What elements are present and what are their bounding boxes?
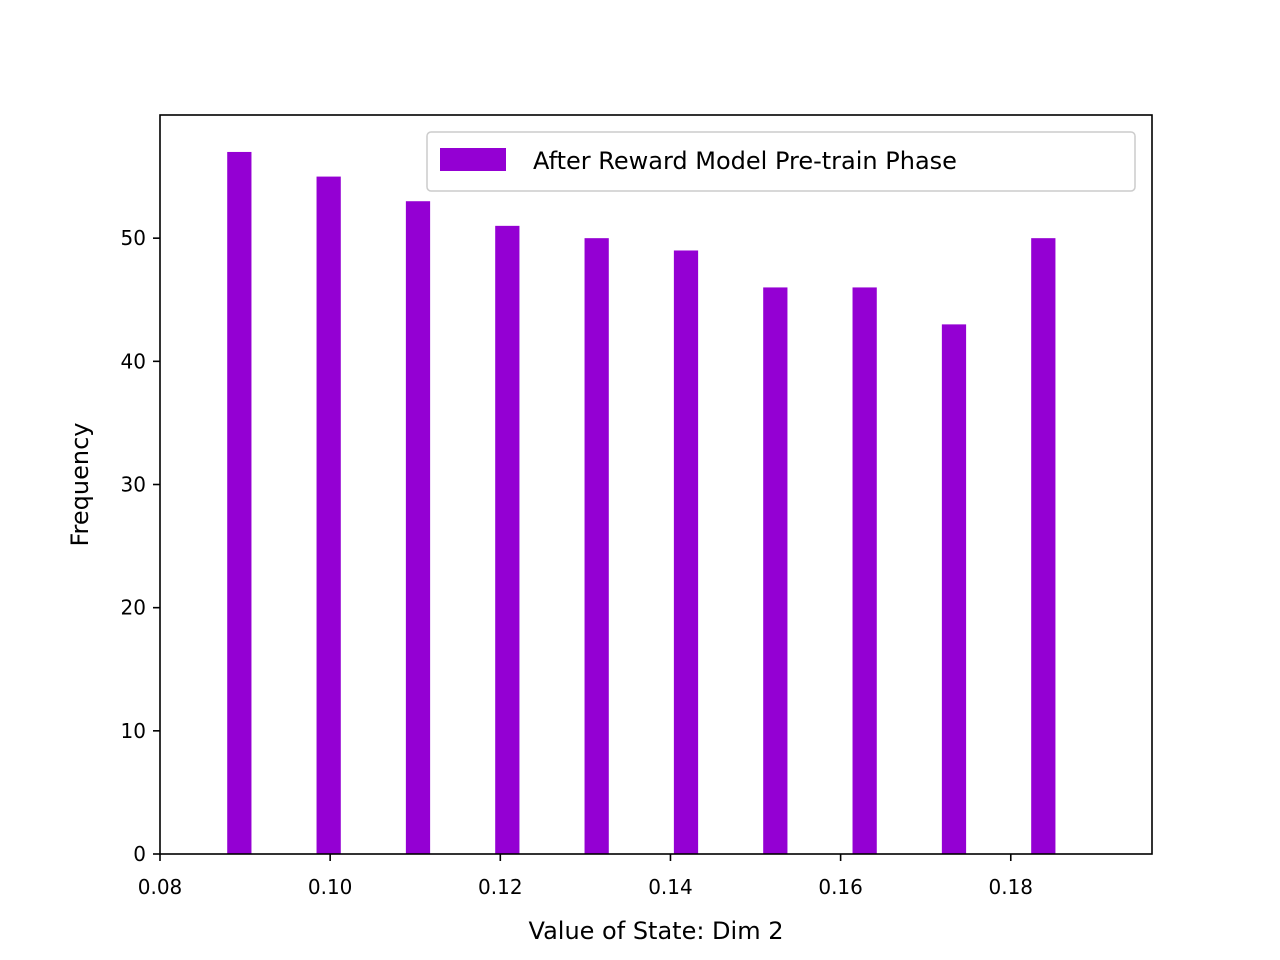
bar [852,287,877,854]
x-tick-label: 0.12 [478,875,523,899]
y-axis-ticks: 0 10 20 30 40 50 [121,226,160,866]
x-tick-label: 0.08 [138,875,183,899]
x-tick-label: 0.18 [989,875,1034,899]
bar [1031,238,1056,855]
y-tick-label: 20 [121,596,146,620]
y-tick-label: 50 [121,226,146,250]
x-axis-title: Value of State: Dim 2 [529,917,784,945]
y-tick-label: 40 [121,349,146,373]
bar [227,151,252,854]
legend-swatch [440,148,506,171]
x-tick-label: 0.14 [648,875,693,899]
x-axis-ticks: 0.08 0.10 0.12 0.14 0.16 0.18 [138,854,1033,899]
bars-group [227,151,1056,855]
legend: After Reward Model Pre-train Phase [426,131,1136,192]
legend-label: After Reward Model Pre-train Phase [533,147,957,175]
bar [763,287,788,854]
y-tick-label: 10 [121,719,146,743]
y-tick-label: 0 [133,842,146,866]
bar [495,225,520,855]
x-tick-label: 0.16 [818,875,863,899]
bar [405,201,431,855]
bar [941,324,967,854]
x-tick-label: 0.10 [308,875,353,899]
bar [673,250,699,855]
y-tick-label: 30 [121,473,146,497]
bar [316,176,341,854]
legend-box [426,131,1136,192]
y-axis-title: Frequency [66,423,94,547]
bar [584,238,609,855]
